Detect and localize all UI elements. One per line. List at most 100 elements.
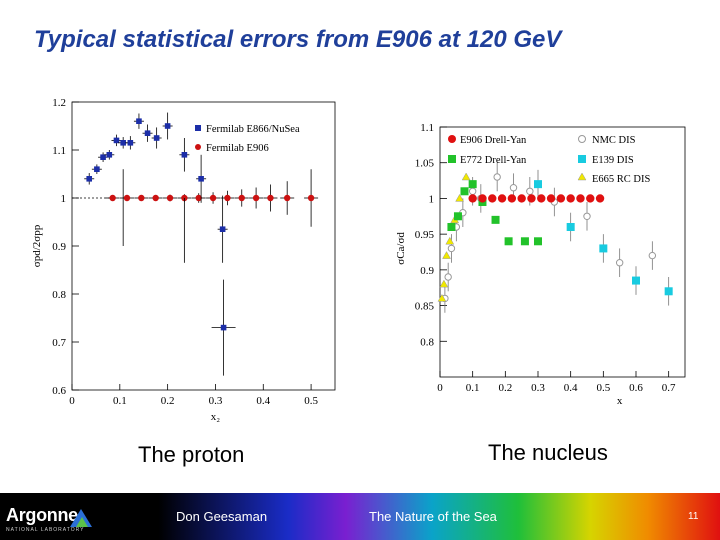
e665-point	[455, 193, 465, 202]
legend-e906-label: Fermilab E906	[206, 143, 269, 154]
caption-nucleus: The nucleus	[488, 440, 608, 465]
footer-page-number: 11	[688, 511, 699, 522]
e906-dy-point	[586, 194, 595, 203]
proton-y-tick-label: 1	[61, 193, 67, 205]
e665-point	[442, 251, 451, 259]
e906-point	[195, 194, 202, 202]
legend-e906dy-label: E906 Drell-Yan	[460, 135, 527, 146]
e906-point	[283, 194, 291, 202]
e866-point	[106, 152, 113, 158]
e906-dy-point	[527, 194, 536, 203]
proton-x-tick-label: 0.5	[304, 395, 318, 407]
e139-point	[534, 180, 542, 189]
nmc-point	[615, 259, 624, 267]
e772-point	[520, 237, 529, 246]
proton-x-tick-label: 0	[69, 395, 75, 407]
nmc-point	[447, 244, 456, 253]
e906-dy-point	[468, 194, 477, 203]
nucleus-x-axis-label: x	[617, 395, 623, 407]
nmc-point	[583, 212, 591, 220]
argonne-logo-subtitle: NATIONAL LABORATORY	[6, 527, 85, 533]
proton-y-tick-label: 0.6	[52, 385, 66, 397]
e139-point	[664, 287, 673, 296]
slide-title: Typical statistical errors from E906 at …	[34, 26, 562, 53]
proton-chart-points	[84, 112, 319, 376]
legend-e139-marker	[578, 155, 586, 163]
legend-e906dy-marker	[448, 135, 456, 143]
nmc-point	[444, 273, 452, 281]
e906-point	[209, 194, 217, 202]
proton-x-tick-label: 0.4	[256, 395, 270, 407]
nucleus-chart-legend: E906 Drell-Yan E772 Drell-Yan NMC DIS E139 …	[448, 135, 651, 185]
e665-point	[461, 172, 471, 181]
nucleus-y-tick-label: 0.9	[420, 265, 434, 277]
e772-point	[534, 237, 542, 246]
e772-point	[504, 237, 513, 246]
e906-point	[152, 194, 159, 202]
legend-e866-marker	[195, 125, 201, 131]
nucleus-x-tick-label: 0.7	[662, 382, 676, 394]
e906-dy-point	[566, 194, 575, 203]
proton-y-tick-label: 0.8	[52, 289, 66, 301]
argonne-logo: Argonne	[6, 505, 78, 525]
e866-point	[100, 154, 106, 160]
e866-point	[86, 176, 93, 182]
nmc-point	[526, 187, 534, 195]
e866-point	[144, 130, 151, 136]
nucleus-x-tick-label: 0.1	[466, 382, 480, 394]
nucleus-chart-points	[437, 162, 673, 313]
e665-point	[445, 236, 455, 245]
nucleus-x-tick-label: 0.4	[564, 382, 578, 394]
legend-e866-label: Fermilab E866/NuSea	[206, 124, 300, 135]
nucleus-x-tick-label: 0.3	[531, 382, 545, 394]
nucleus-plot-frame	[439, 126, 686, 378]
e906-dy-point	[497, 194, 507, 203]
e866-point	[219, 226, 226, 232]
legend-e665-label: E665 RC DIS	[592, 174, 651, 185]
nucleus-y-tick-label: 0.95	[415, 229, 435, 241]
e906-point	[307, 194, 315, 202]
nucleus-x-tick-label: 0.5	[596, 382, 610, 394]
e866-point	[153, 135, 160, 141]
proton-y-tick-label: 1.1	[52, 145, 66, 157]
e866-point	[136, 118, 142, 124]
legend-e772-label: E772 Drell-Yan	[460, 155, 527, 166]
e906-dy-point	[546, 194, 556, 203]
e906-dy-point	[488, 194, 497, 203]
nucleus-x-tick-label: 0.6	[629, 382, 643, 394]
e772-point	[460, 187, 469, 196]
e866-point	[181, 152, 188, 158]
argonne-triangle-inner-icon	[76, 517, 88, 527]
e906-dy-point	[576, 194, 585, 203]
proton-chart-axes: 0 0.1 0.2 0.3 0.4 0.5 0.6 0.7 0.8 0.9 1 1.1 1.2 x₂ σpd…	[31, 97, 336, 423]
e906-dy-point	[595, 194, 605, 203]
e906-dy-point	[517, 194, 526, 203]
e772-point	[447, 223, 456, 231]
proton-x-tick-label: 0.3	[209, 395, 223, 407]
e906-point	[267, 194, 274, 202]
footer-talk-title: The Nature of the Sea	[369, 509, 497, 524]
e906-dy-point	[537, 194, 546, 203]
nmc-point	[468, 187, 477, 195]
e906-point	[166, 194, 174, 202]
e139-point	[566, 223, 575, 231]
proton-x-tick-label: 0.1	[113, 395, 127, 407]
legend-e906-marker	[195, 144, 201, 150]
e866-point	[94, 166, 100, 172]
nucleus-x-tick-label: 0	[437, 382, 443, 394]
nucleus-y-tick-label: 1.1	[420, 122, 434, 134]
legend-e665-marker	[577, 172, 587, 181]
e906-point	[238, 194, 245, 202]
footer-author: Don Geesaman	[176, 509, 268, 524]
e906-dy-point	[507, 194, 517, 203]
e772-point	[468, 180, 477, 189]
e906-point	[224, 194, 231, 202]
e139-point	[599, 244, 608, 253]
legend-nmc-marker	[578, 135, 586, 143]
nmc-point	[493, 173, 501, 181]
legend-e772-marker	[448, 155, 456, 163]
e866-point	[113, 137, 120, 144]
proton-y-tick-label: 0.7	[52, 337, 66, 349]
nucleus-x-tick-label: 0.2	[498, 382, 512, 394]
nucleus-chart: 0 0.1 0.2 0.3 0.4 0.5 0.6 0.7 0.8 0.85 0.9 0.95 1 1.0…	[395, 122, 686, 407]
